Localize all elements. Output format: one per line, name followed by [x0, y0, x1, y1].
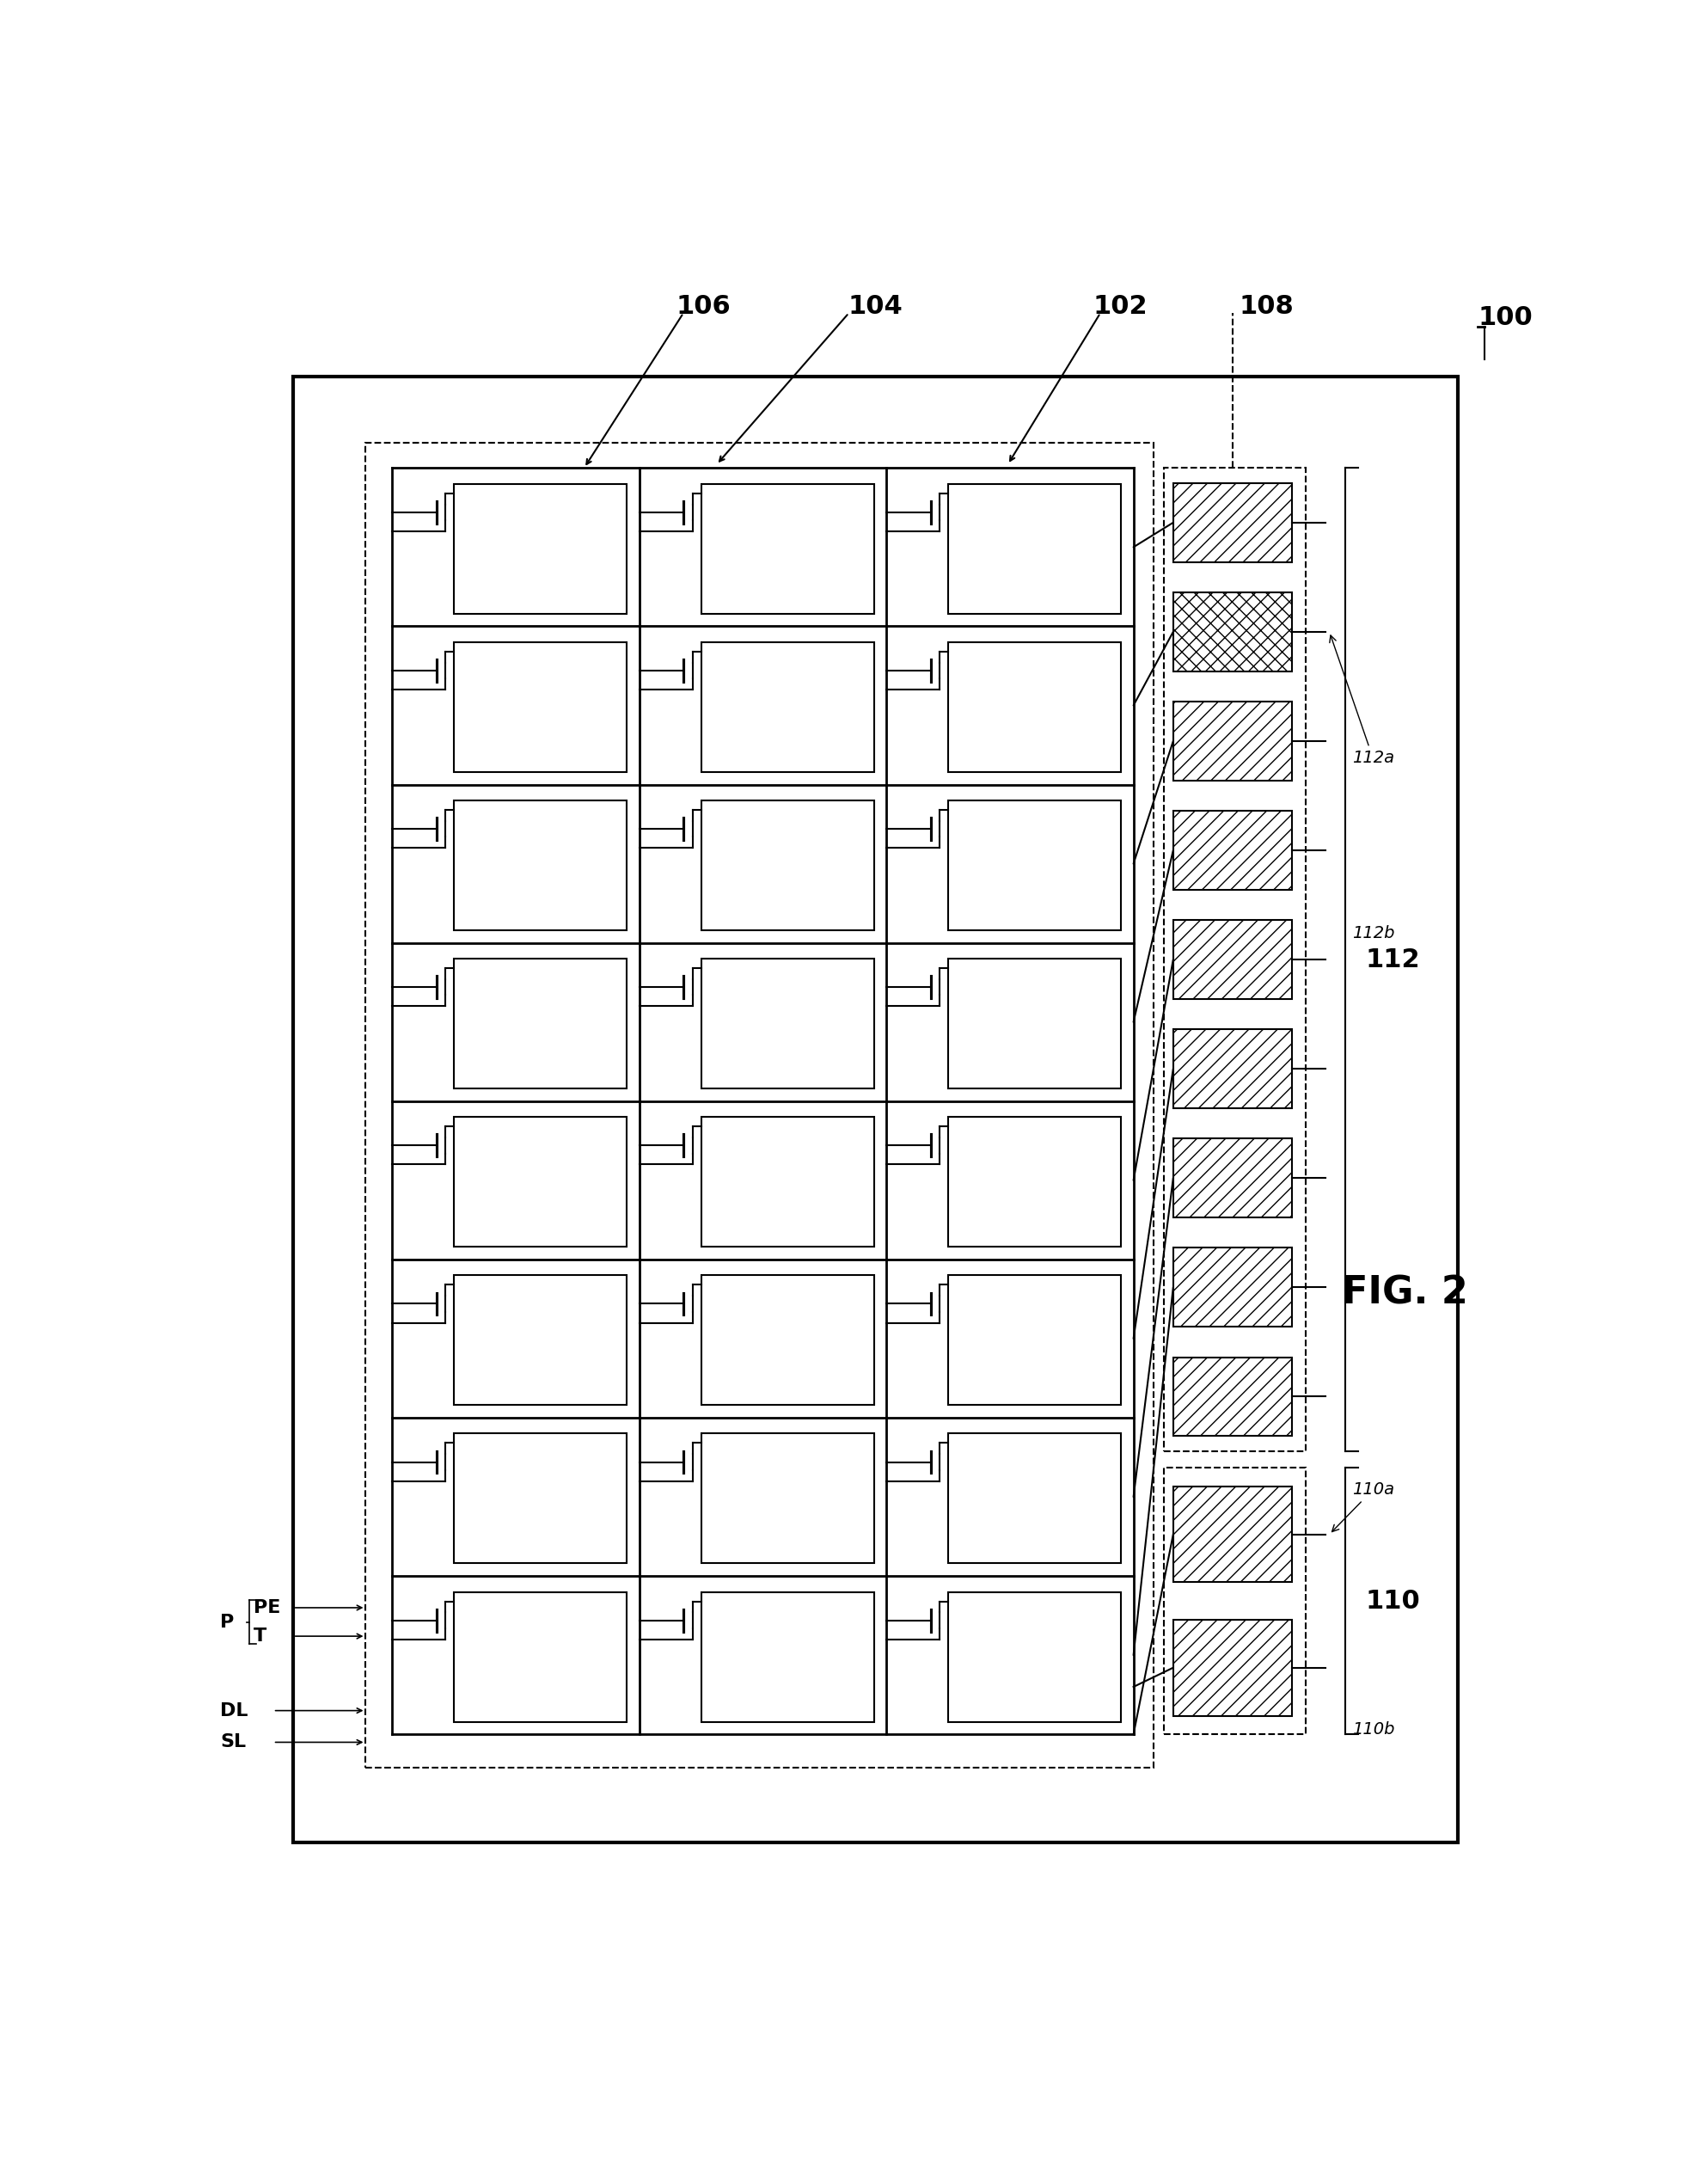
Bar [700, 643, 874, 773]
Text: 108: 108 [1240, 294, 1295, 318]
Bar [454, 959, 627, 1088]
Bar [1173, 483, 1293, 563]
Bar [1173, 1138, 1293, 1218]
Bar [948, 1593, 1120, 1723]
Bar [700, 1593, 874, 1723]
Bar [700, 485, 874, 615]
Bar [1173, 1357, 1293, 1435]
Text: 112b: 112b [1353, 924, 1394, 941]
Bar [1173, 920, 1293, 1000]
Text: 104: 104 [847, 294, 904, 318]
Bar [700, 1275, 874, 1404]
Text: PE: PE [253, 1599, 280, 1617]
Bar [454, 1117, 627, 1246]
Bar [454, 801, 627, 931]
Bar [1173, 1487, 1293, 1582]
Bar [948, 485, 1120, 615]
Bar [1173, 701, 1293, 781]
Text: 100: 100 [1477, 305, 1532, 331]
Bar [948, 643, 1120, 773]
Bar [948, 801, 1120, 931]
Bar [948, 1433, 1120, 1562]
Text: SL: SL [220, 1733, 246, 1751]
Bar [1173, 593, 1293, 671]
Text: 110a: 110a [1332, 1482, 1394, 1532]
Bar [454, 485, 627, 615]
Bar [1173, 1030, 1293, 1108]
Text: P: P [220, 1614, 234, 1629]
Bar [700, 1117, 874, 1246]
Text: 112a: 112a [1329, 636, 1394, 766]
Bar [454, 1593, 627, 1723]
Bar [948, 1275, 1120, 1404]
Bar [1173, 812, 1293, 889]
Text: 112: 112 [1365, 948, 1419, 972]
Text: DL: DL [220, 1703, 248, 1718]
Bar [454, 1275, 627, 1404]
Bar [1163, 1467, 1305, 1733]
Bar [454, 1433, 627, 1562]
Bar [948, 959, 1120, 1088]
Bar [1173, 1249, 1293, 1327]
Bar [366, 444, 1153, 1768]
Bar [700, 1433, 874, 1562]
Bar [1173, 1619, 1293, 1716]
Text: 106: 106 [676, 294, 731, 318]
Text: FIG. 2: FIG. 2 [1342, 1275, 1467, 1311]
Text: T: T [253, 1627, 266, 1645]
Text: 102: 102 [1093, 294, 1148, 318]
Bar [700, 801, 874, 931]
Text: 110: 110 [1365, 1588, 1419, 1614]
Text: 110b: 110b [1353, 1720, 1394, 1738]
Bar [700, 959, 874, 1088]
Bar [294, 377, 1457, 1844]
Bar [948, 1117, 1120, 1246]
Bar [454, 643, 627, 773]
Bar [1163, 467, 1305, 1452]
